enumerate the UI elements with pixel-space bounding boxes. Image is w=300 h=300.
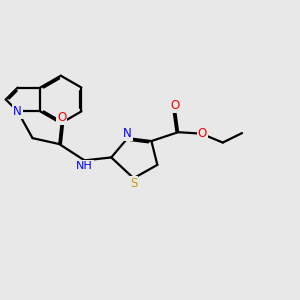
Text: NH: NH [76,161,93,171]
Text: S: S [130,177,137,190]
Text: O: O [171,99,180,112]
Text: O: O [198,127,207,140]
Text: N: N [123,127,132,140]
Text: N: N [13,105,22,118]
Text: O: O [57,111,66,124]
